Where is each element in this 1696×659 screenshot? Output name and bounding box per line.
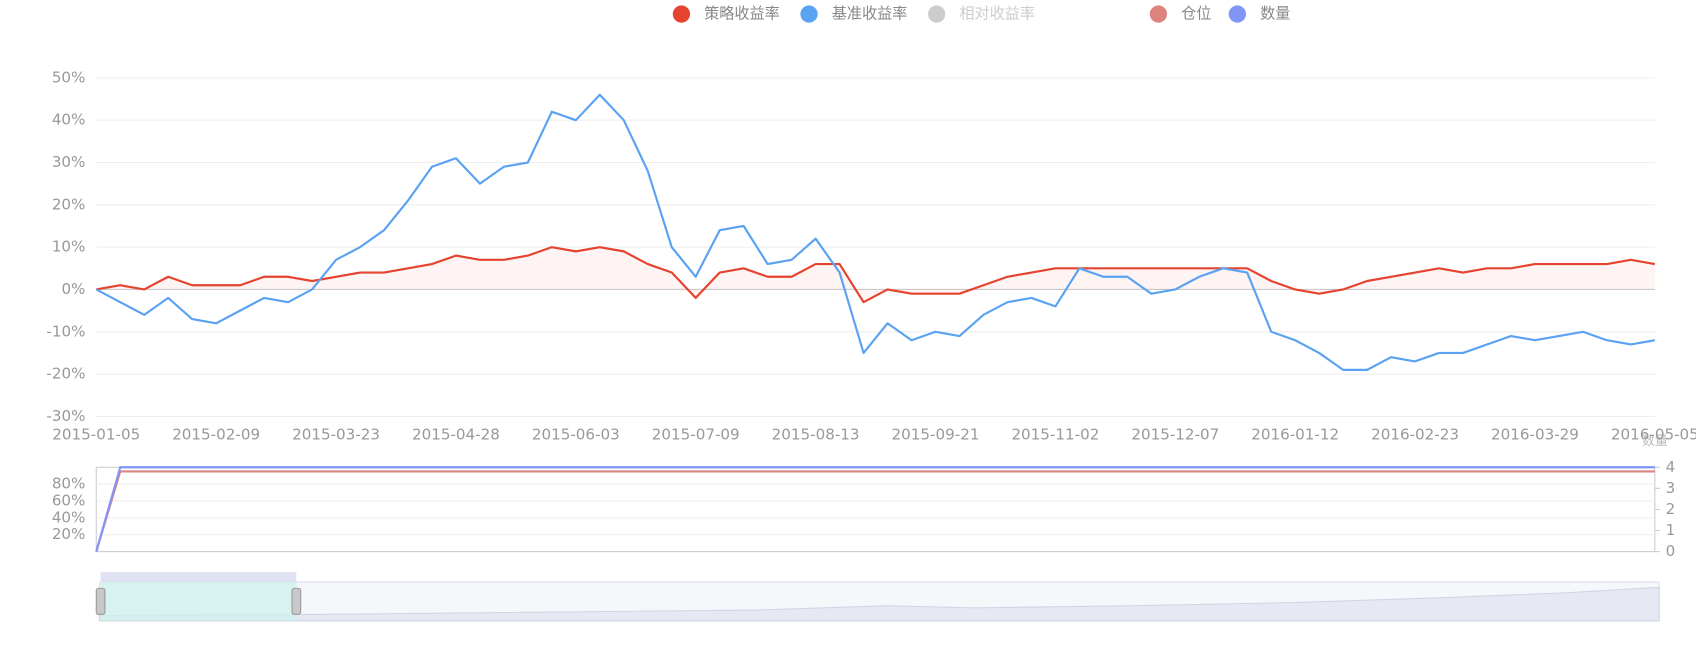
legend-marker[interactable] (928, 5, 946, 23)
legend-label[interactable]: 相对收益率 (959, 5, 1035, 23)
area (96, 247, 1655, 303)
y2-axis-label: 数量 (1642, 434, 1668, 449)
x-tick-label: 2015-09-21 (892, 425, 980, 443)
y2-tick-label: 4 (1666, 458, 1676, 476)
zoom-handle[interactable] (291, 587, 302, 615)
y-tick-label: 30% (52, 153, 86, 171)
x-tick-label: 2016-05-05 (1611, 425, 1696, 443)
zoom-window[interactable] (100, 581, 297, 621)
zoom-window-bar[interactable] (100, 572, 297, 582)
legend-marker[interactable] (1228, 5, 1247, 23)
legend-label[interactable]: 基准收益率 (832, 5, 908, 23)
x-tick-label: 2015-06-03 (532, 425, 620, 443)
x-tick-label: 2015-04-28 (412, 425, 500, 443)
y-tick-label: -10% (46, 322, 85, 340)
zoom-preview (98, 586, 1660, 622)
x-tick-label: 2015-12-07 (1131, 425, 1219, 443)
x-tick-label: 2016-03-29 (1491, 425, 1579, 443)
y-tick-label: 0% (61, 280, 85, 298)
legend-label[interactable]: 数量 (1260, 5, 1290, 23)
x-tick-label: 2015-07-09 (652, 425, 740, 443)
legend-marker[interactable] (1149, 5, 1168, 23)
y2-tick-label: 1 (1666, 521, 1676, 539)
panel-frame (95, 466, 1656, 553)
y2-tick-label: 2 (1666, 500, 1676, 518)
x-tick-label: 2015-11-02 (1011, 425, 1099, 443)
y-tick-label: 50% (52, 68, 86, 86)
y-tick-label: 80% (52, 475, 86, 493)
legend-marker[interactable] (672, 5, 691, 23)
line (95, 466, 1655, 552)
line (95, 93, 1656, 371)
x-tick-label: 2015-01-05 (52, 425, 140, 443)
x-tick-label: 2016-02-23 (1371, 425, 1459, 443)
x-tick-label: 2016-01-12 (1251, 425, 1339, 443)
y-tick-label: 40% (52, 508, 86, 526)
x-tick-label: 2015-03-23 (292, 425, 380, 443)
x-tick-label: 2015-08-13 (772, 425, 860, 443)
y-tick-label: -20% (46, 365, 85, 383)
legend-label[interactable]: 策略收益率 (704, 5, 780, 23)
y-tick-label: 10% (52, 238, 86, 256)
chart-root: 数量 策略收益率 基准收益率 相对收益率 仓位 数量-30%-20%-10%0%10%2… (46, 5, 1696, 622)
y-tick-label: -30% (46, 407, 85, 425)
x-tick-label: 2015-02-09 (172, 425, 260, 443)
y-tick-label: 20% (52, 195, 86, 213)
y2-tick-label: 3 (1666, 479, 1676, 497)
y-tick-label: 60% (52, 491, 86, 509)
y2-tick-label: 0 (1666, 542, 1676, 560)
y-tick-label: 20% (52, 525, 86, 543)
zoom-handle[interactable] (95, 587, 106, 615)
line (96, 246, 1656, 304)
y-tick-label: 40% (52, 111, 86, 129)
legend-marker[interactable] (800, 5, 818, 23)
line (95, 470, 1655, 552)
legend-label[interactable]: 仓位 (1181, 5, 1211, 23)
